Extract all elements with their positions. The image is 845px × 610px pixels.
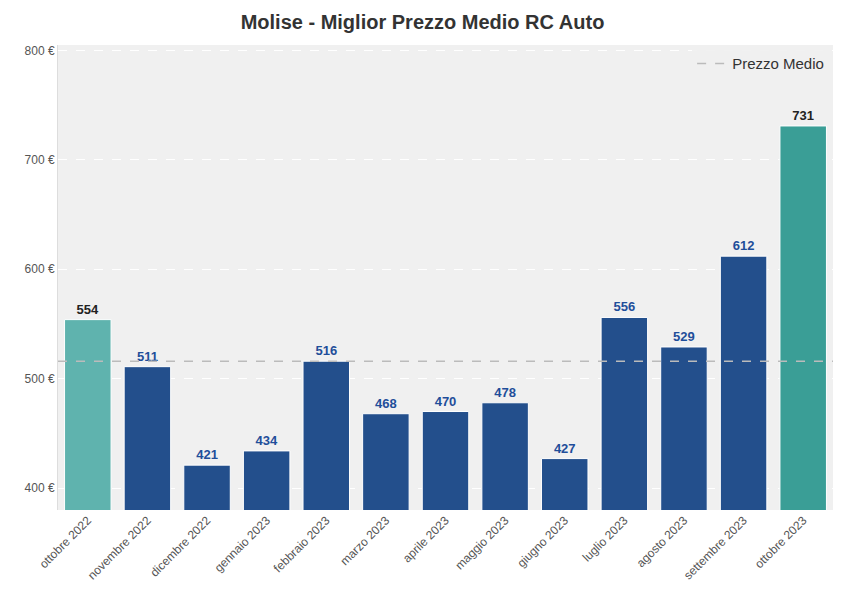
svg-text:novembre 2022: novembre 2022 [85,513,154,582]
svg-text:Prezzo Medio: Prezzo Medio [732,55,824,72]
svg-text:gennaio 2023: gennaio 2023 [212,513,274,575]
svg-text:700 €: 700 € [25,153,55,167]
svg-text:500 €: 500 € [25,372,55,386]
svg-text:maggio 2023: maggio 2023 [453,513,512,572]
svg-text:554: 554 [77,302,99,317]
svg-text:Molise - Miglior Prezzo Medio: Molise - Miglior Prezzo Medio RC Auto [241,11,605,33]
svg-text:421: 421 [196,447,218,462]
svg-text:ottobre 2022: ottobre 2022 [37,513,95,571]
svg-text:511: 511 [137,349,158,364]
svg-text:556: 556 [613,299,635,314]
svg-text:478: 478 [494,385,516,400]
svg-text:468: 468 [375,396,397,411]
svg-text:612: 612 [733,238,755,253]
svg-text:434: 434 [255,433,277,448]
svg-text:febbraio 2023: febbraio 2023 [271,513,333,575]
svg-text:529: 529 [673,329,695,344]
svg-text:dicembre 2022: dicembre 2022 [147,513,213,579]
svg-text:marzo 2023: marzo 2023 [338,513,393,568]
svg-text:800 €: 800 € [25,44,55,58]
svg-text:400 €: 400 € [25,481,55,495]
svg-text:470: 470 [435,394,457,409]
svg-text:516: 516 [315,343,337,358]
svg-text:427: 427 [554,441,576,456]
svg-text:giugno 2023: giugno 2023 [514,513,571,570]
svg-text:aprile 2023: aprile 2023 [400,513,452,565]
svg-text:settembre 2023: settembre 2023 [681,513,750,582]
svg-text:600 €: 600 € [25,262,55,276]
svg-text:731: 731 [792,108,814,123]
svg-text:luglio 2023: luglio 2023 [580,513,631,564]
svg-text:agosto 2023: agosto 2023 [634,513,691,570]
svg-text:ottobre 2023: ottobre 2023 [752,513,810,571]
